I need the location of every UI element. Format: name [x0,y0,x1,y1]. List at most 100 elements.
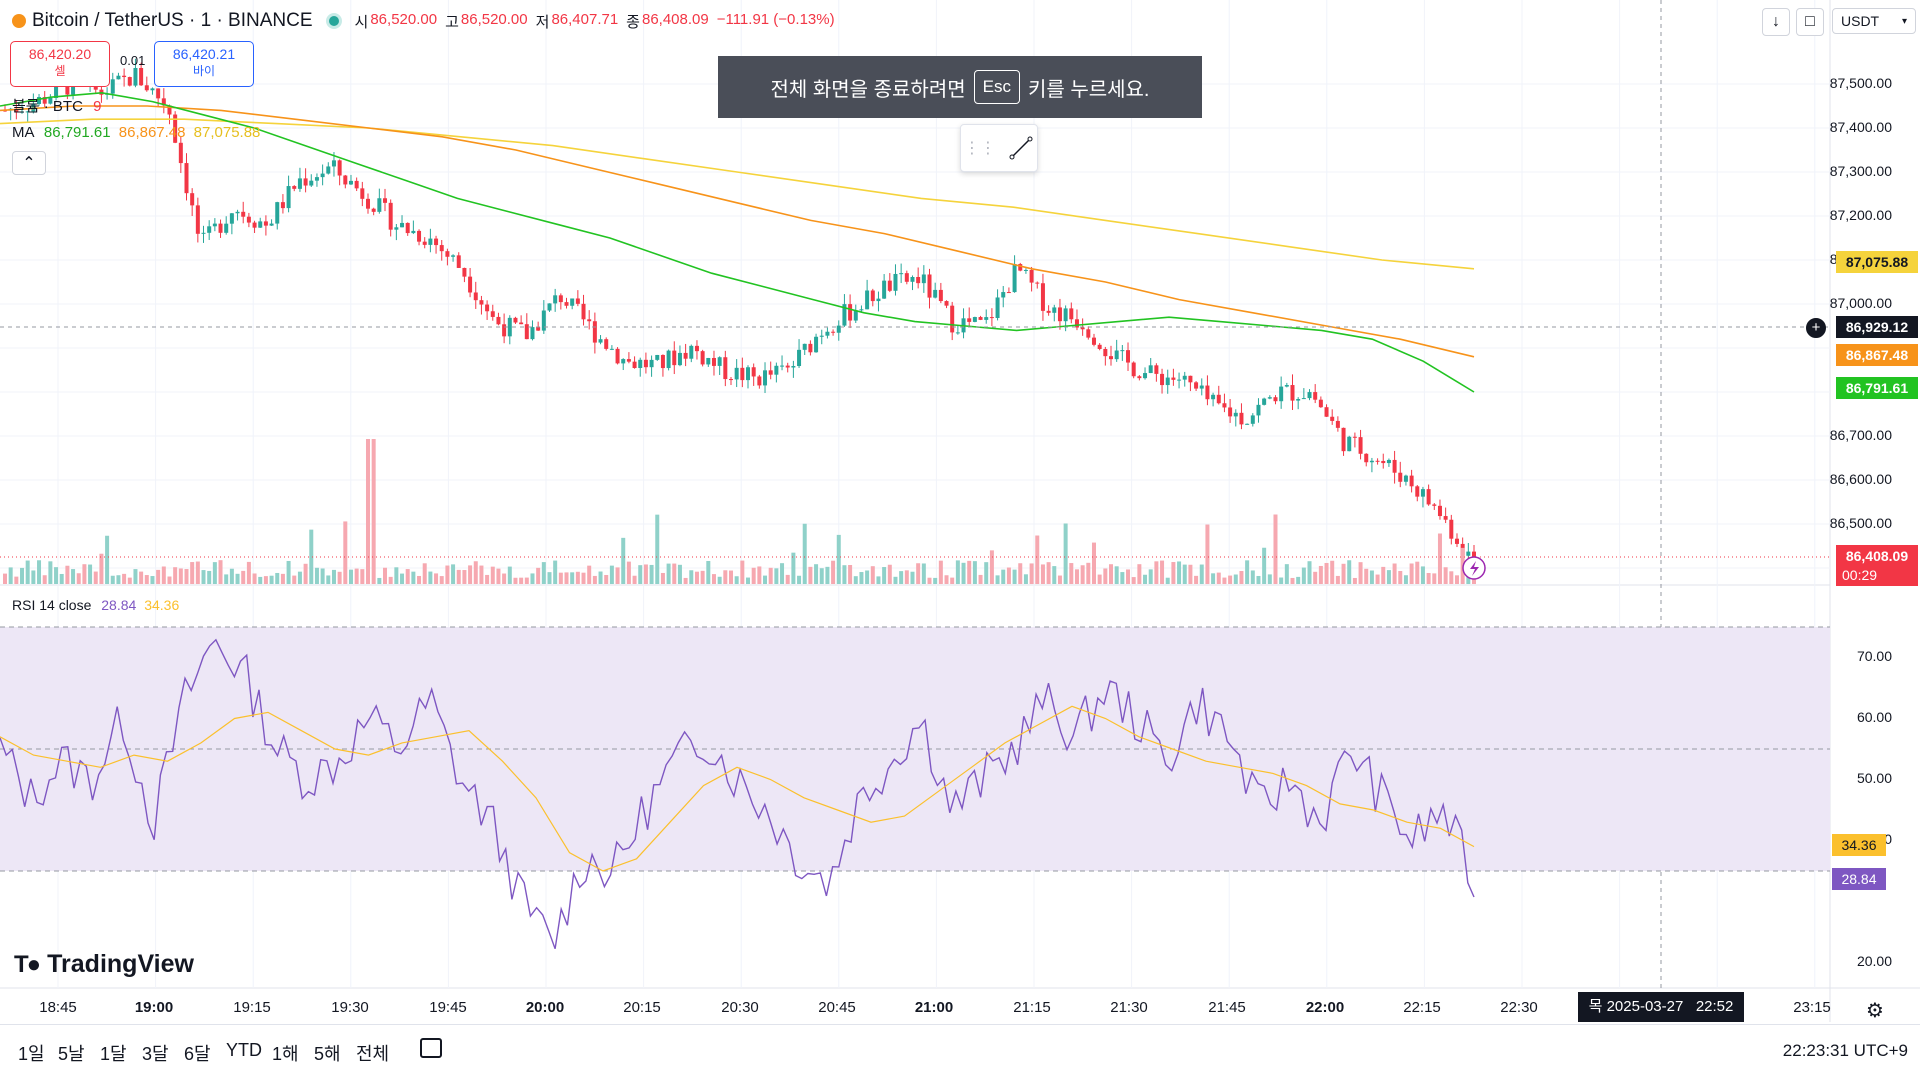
candle-body [133,67,138,86]
high-label: 고 [445,13,459,31]
candle-body [780,365,785,367]
candle-body [859,309,864,311]
ma-legend[interactable]: MA 86,791.61 86,867.48 87,075.88 [12,124,260,141]
volume-bar [1160,560,1165,584]
volume-bar [780,563,785,584]
candle-body [309,180,314,186]
volume-bar [1330,560,1335,584]
volume-bar [689,570,694,584]
symbol-title[interactable]: Bitcoin / TetherUS · 1 · BINANCE [32,10,313,31]
candle-body [519,322,524,325]
volume-bar [1449,571,1454,584]
range-button[interactable]: 5해 [314,1044,341,1064]
candle-body [229,213,234,224]
volume-bar [831,560,836,584]
range-button[interactable]: 1해 [272,1044,299,1064]
trendline-icon[interactable] [1008,135,1034,161]
volume-bar [1386,570,1391,584]
tradingview-logo[interactable]: T● TradingView [14,950,194,979]
volume-bar [37,560,42,584]
candle-body [700,351,705,365]
volume-bar [502,573,507,584]
candle-body [354,180,359,189]
candle-body [1109,356,1114,360]
sell-button[interactable]: 86,420.20 셀 [10,41,110,87]
volume-bar [1279,577,1284,584]
volume-bar [275,572,280,584]
ma3-line [0,118,1475,270]
candle-body [1256,404,1261,416]
range-button[interactable]: YTD [226,1040,262,1060]
candle-body [1188,375,1193,383]
volume-bar [1403,575,1408,584]
volume-bar [280,573,285,584]
candle-body [1063,308,1068,322]
volume-bar [1273,514,1278,584]
candle-body [1369,460,1374,463]
candle-body [541,310,546,331]
volume-bar [42,575,47,584]
volume-legend[interactable]: 볼륨 · BTC 9 [12,95,101,116]
volume-bar [728,570,733,584]
candle-body [513,317,518,323]
ma1-value: 86,791.61 [43,124,111,141]
time-axis-label: 20:15 [623,999,661,1016]
candle-body [371,208,376,212]
range-button[interactable]: 1달 [100,1044,127,1064]
candle-body [337,160,342,176]
candle-body [400,222,405,228]
volume-bar [31,570,36,584]
buy-button[interactable]: 86,420.21 바이 [154,41,254,87]
market-status-icon [328,16,339,26]
volume-bar [383,567,388,584]
currency-select[interactable]: USDT ▾ [1832,8,1916,34]
candle-body [1216,394,1221,404]
range-button[interactable]: 3달 [142,1044,169,1064]
clock[interactable]: 22:23:31 UTC+9 [1782,1041,1908,1060]
drag-handle-icon[interactable]: ⋮⋮ [964,140,996,157]
collapse-legend-button[interactable]: ⌃ [12,151,46,175]
volume-bar [530,573,535,584]
candle-body [1432,504,1437,506]
range-button[interactable]: 6달 [184,1044,211,1064]
candle-body [1301,398,1306,400]
fullscreen-icon: □ [1805,13,1815,30]
volume-bar [331,569,336,584]
candle-body [1052,307,1057,313]
add-alert-icon[interactable]: + [1806,318,1826,338]
volume-bar [927,577,932,584]
candle-body [502,324,507,337]
volume-bar [1165,577,1170,584]
volume-bar [1148,569,1153,584]
candle-body [212,223,217,227]
volume-bar [615,567,620,584]
candle-body [1443,516,1448,520]
rsi-legend[interactable]: RSI 14 close 28.84 34.36 [12,597,179,613]
range-button[interactable]: 1일 [18,1044,45,1064]
volume-bar [944,575,949,584]
buy-label: 바이 [192,64,216,78]
volume-bar [1001,569,1006,584]
candle-body [1074,319,1079,328]
volume-bar [25,560,30,584]
volume-bar [1335,575,1340,584]
volume-bar [1307,561,1312,584]
range-button[interactable]: 5날 [58,1044,85,1064]
candle-body [933,289,938,298]
settings-gear-icon[interactable]: ⚙ [1866,1000,1884,1022]
download-button[interactable]: ↓ [1762,8,1790,36]
time-axis-label: 20:45 [818,999,856,1016]
volume-bar [1006,567,1011,584]
date-range-calendar-icon[interactable] [420,1038,442,1058]
fullscreen-button[interactable]: □ [1796,8,1824,36]
volume-bar [768,567,773,584]
candle-body [887,280,892,291]
time-axis-label: 20:00 [525,999,565,1016]
candle-body [1403,475,1408,482]
candle-body [1171,377,1176,380]
range-button[interactable]: 전체 [356,1044,390,1064]
volume-bar [1188,564,1193,584]
drawing-toolbar[interactable]: ⋮⋮ [960,124,1038,172]
candle-body [280,202,285,209]
